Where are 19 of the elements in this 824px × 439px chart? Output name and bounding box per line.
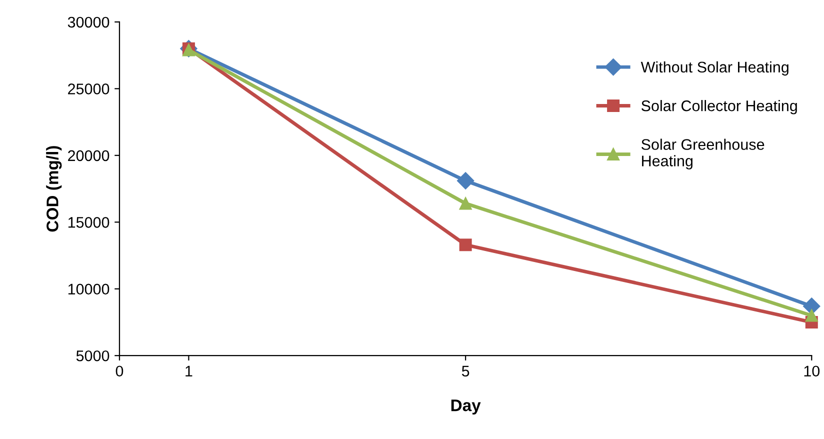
x-tick-label: 10 bbox=[804, 366, 820, 377]
point bbox=[459, 238, 472, 252]
point bbox=[459, 197, 472, 210]
legend-label: Solar Greenhouse Heating bbox=[641, 138, 764, 170]
point bbox=[805, 309, 818, 322]
y-tick-label: 5000 bbox=[76, 350, 110, 362]
y-axis-title: COD (mg/l) bbox=[46, 146, 62, 232]
y-tick-label: 20000 bbox=[68, 150, 110, 162]
x-axis-title: Day bbox=[451, 400, 481, 415]
x-tick-label: 0 bbox=[116, 366, 124, 377]
legend-label: Without Solar Heating bbox=[640, 61, 788, 76]
y-tick-label: 30000 bbox=[68, 16, 110, 28]
y-tick-label: 10000 bbox=[68, 284, 110, 295]
y-tick-label: 25000 bbox=[68, 84, 110, 94]
y-tick-label: 15000 bbox=[68, 217, 110, 228]
point bbox=[457, 172, 474, 190]
x-tick-label: 5 bbox=[462, 366, 470, 377]
x-tick-label: 1 bbox=[186, 366, 192, 376]
legend-label: Solar Collector Heating bbox=[641, 100, 797, 114]
